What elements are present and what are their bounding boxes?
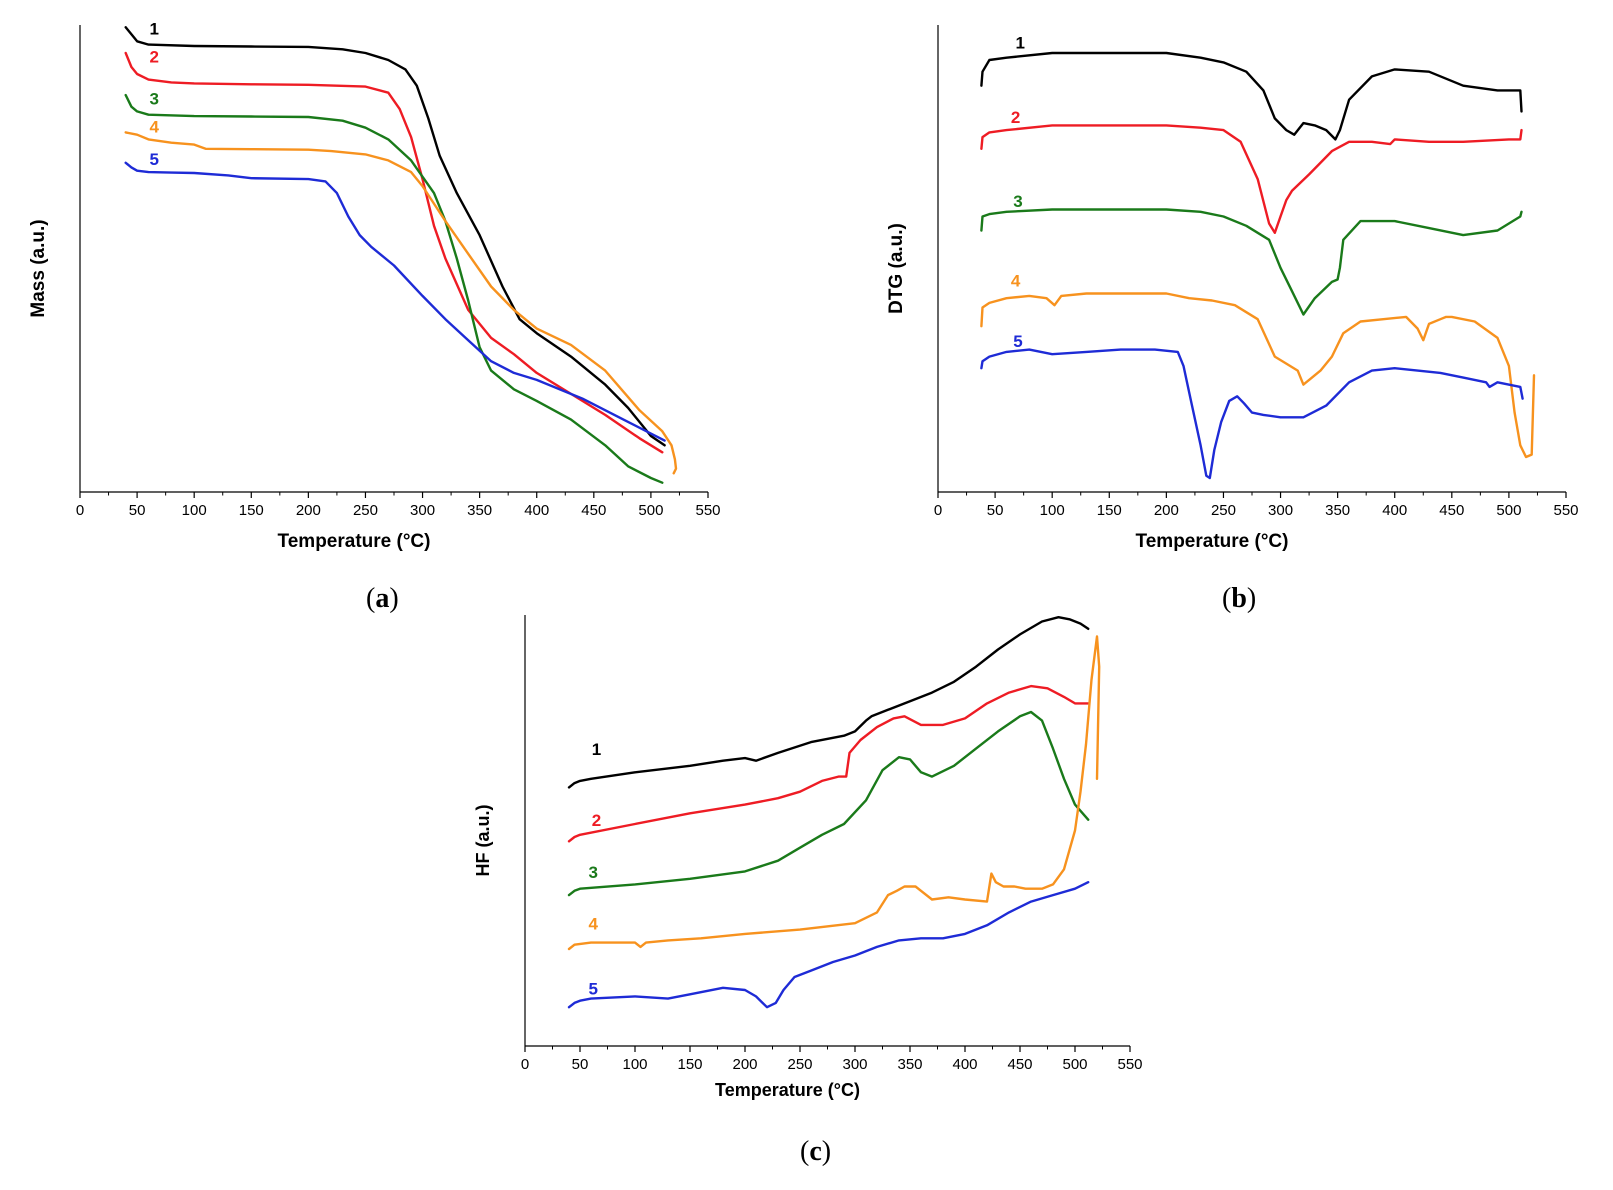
series-3-label: 3 <box>588 863 597 882</box>
x-tick-label: 550 <box>1553 502 1578 519</box>
series-5-label: 5 <box>1013 332 1022 351</box>
series-5-line <box>980 348 1524 480</box>
x-tick-label: 350 <box>467 502 492 519</box>
series-5-line <box>124 161 666 442</box>
x-tick-label: 450 <box>1007 1056 1032 1073</box>
x-tick-label: 150 <box>1097 502 1122 519</box>
panel-label-a: (a) <box>366 583 399 614</box>
series-1-label: 1 <box>1015 33 1024 52</box>
x-axis-label: Temperature (°C) <box>1136 531 1289 552</box>
x-tick-label: 350 <box>897 1056 922 1073</box>
series-3-label: 3 <box>1013 192 1022 211</box>
x-tick-label: 400 <box>952 1056 977 1073</box>
series-4-line <box>124 131 678 475</box>
series-1-label: 1 <box>592 740 601 759</box>
series-4-line <box>980 292 1536 459</box>
x-tick-label: 0 <box>76 502 84 519</box>
x-axis-label: Temperature (°C) <box>715 1080 860 1100</box>
chart-a: 0 50 100 150 200 250 300 350 400 450 500 550 Tempera… <box>28 19 721 552</box>
series-5-line <box>567 881 1090 1009</box>
series-4-line <box>567 635 1101 951</box>
x-tick-label: 300 <box>842 1056 867 1073</box>
x-tick-label: 500 <box>638 502 663 519</box>
series-2-label: 2 <box>149 47 158 66</box>
x-tick-label: 400 <box>524 502 549 519</box>
y-axis-label: HF (a.u.) <box>473 805 493 877</box>
x-tick-label: 50 <box>987 502 1004 519</box>
x-tick-label: 200 <box>732 1056 757 1073</box>
chart-b: 0 50 100 150 200 250 300 350 400 450 500 550 Tempera… <box>886 25 1579 552</box>
series-5-label: 5 <box>588 979 597 998</box>
series-5-label: 5 <box>149 150 158 169</box>
panel-label-c: (c) <box>800 1136 832 1167</box>
series-1-line <box>124 26 666 447</box>
x-tick-label: 150 <box>677 1056 702 1073</box>
x-tick-label: 150 <box>239 502 264 519</box>
x-tick-label: 350 <box>1325 502 1350 519</box>
series-2-label: 2 <box>592 811 601 830</box>
panel-label-b: (b) <box>1222 583 1257 614</box>
x-tick-label: 300 <box>410 502 435 519</box>
series-2-line <box>980 124 1523 234</box>
x-tick-label: 100 <box>622 1056 647 1073</box>
series-3-line <box>124 93 664 484</box>
x-tick-label: 0 <box>934 502 942 519</box>
x-tick-label: 450 <box>581 502 606 519</box>
x-tick-label: 50 <box>129 502 146 519</box>
x-axis-label: Temperature (°C) <box>278 531 431 552</box>
series-2-line <box>567 684 1090 843</box>
series-2-label: 2 <box>1011 108 1020 127</box>
x-tick-label: 500 <box>1496 502 1521 519</box>
series-4-label: 4 <box>1011 272 1021 291</box>
series-4-label: 4 <box>149 117 159 136</box>
x-tick-label: 300 <box>1268 502 1293 519</box>
x-tick-label: 50 <box>572 1056 589 1073</box>
series-3-line <box>567 710 1090 897</box>
x-tick-label: 250 <box>353 502 378 519</box>
x-tick-label: 100 <box>1040 502 1065 519</box>
x-tick-label: 250 <box>1211 502 1236 519</box>
series-3-label: 3 <box>149 89 158 108</box>
x-tick-label: 250 <box>787 1056 812 1073</box>
y-axis-label: Mass (a.u.) <box>28 219 49 317</box>
x-tick-label: 450 <box>1439 502 1464 519</box>
x-tick-label: 400 <box>1382 502 1407 519</box>
x-tick-label: 100 <box>182 502 207 519</box>
y-axis-label: DTG (a.u.) <box>886 223 907 314</box>
x-tick-label: 550 <box>1117 1056 1142 1073</box>
series-3-line <box>980 208 1523 316</box>
x-tick-label: 500 <box>1062 1056 1087 1073</box>
series-4-label: 4 <box>588 915 598 934</box>
chart-c: 0 50 100 150 200 250 300 350 400 450 500 550 Tempera… <box>473 615 1143 1100</box>
series-1-line <box>567 616 1090 789</box>
x-tick-label: 200 <box>296 502 321 519</box>
x-tick-label: 0 <box>521 1056 529 1073</box>
x-tick-label: 200 <box>1154 502 1179 519</box>
series-1-line <box>980 51 1523 141</box>
x-tick-label: 550 <box>695 502 720 519</box>
series-2-line <box>124 51 664 454</box>
series-1-label: 1 <box>149 19 158 38</box>
